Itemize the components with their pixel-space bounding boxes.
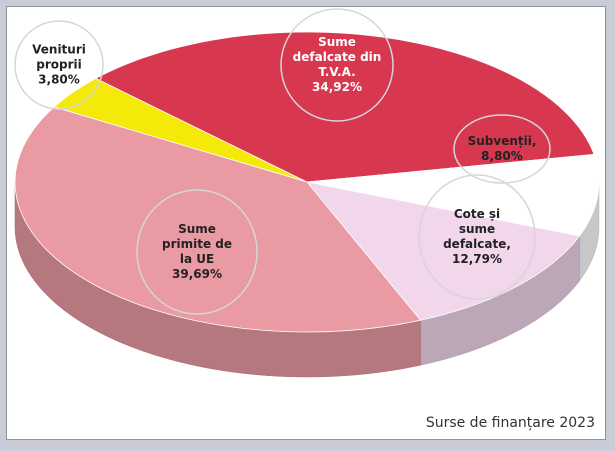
data-label: Venituri proprii 3,80%: [12, 43, 107, 88]
data-label: Subvenții, 8,80%: [457, 134, 547, 164]
label-ring: [418, 174, 536, 300]
chart: [14, 8, 600, 378]
value-label: 34,92%: [312, 80, 362, 94]
label-ring: [136, 189, 258, 315]
chart-frame: Surse de finanțare 2023 Venituri proprii…: [6, 6, 606, 440]
category-name: Sume primite de la UE: [161, 222, 233, 266]
slice: [306, 153, 600, 237]
slice: [305, 181, 581, 321]
slice: [14, 106, 422, 333]
data-label: Sume defalcate din T.V.A. 34,92%: [292, 35, 382, 95]
label-ring: [453, 114, 551, 184]
caption: Surse de finanțare 2023: [425, 415, 595, 431]
slice: [94, 31, 595, 183]
data-label: Cote și sume defalcate, 12,79%: [437, 207, 517, 267]
category-name: Cote și sume defalcate,: [443, 207, 511, 251]
value-label: 3,80%: [38, 72, 80, 87]
value-label: 8,80%: [481, 149, 523, 163]
value-label: 12,79%: [452, 252, 502, 266]
label-ring: [14, 20, 104, 110]
slice: [53, 77, 308, 183]
category-name: Venituri proprii: [32, 42, 86, 72]
value-label: 39,69%: [172, 267, 222, 281]
category-name: Subvenții,: [467, 134, 537, 148]
category-name: Sume defalcate din T.V.A.: [292, 35, 382, 79]
label-ring: [280, 8, 394, 122]
data-label: Sume primite de la UE 39,69%: [155, 222, 240, 282]
